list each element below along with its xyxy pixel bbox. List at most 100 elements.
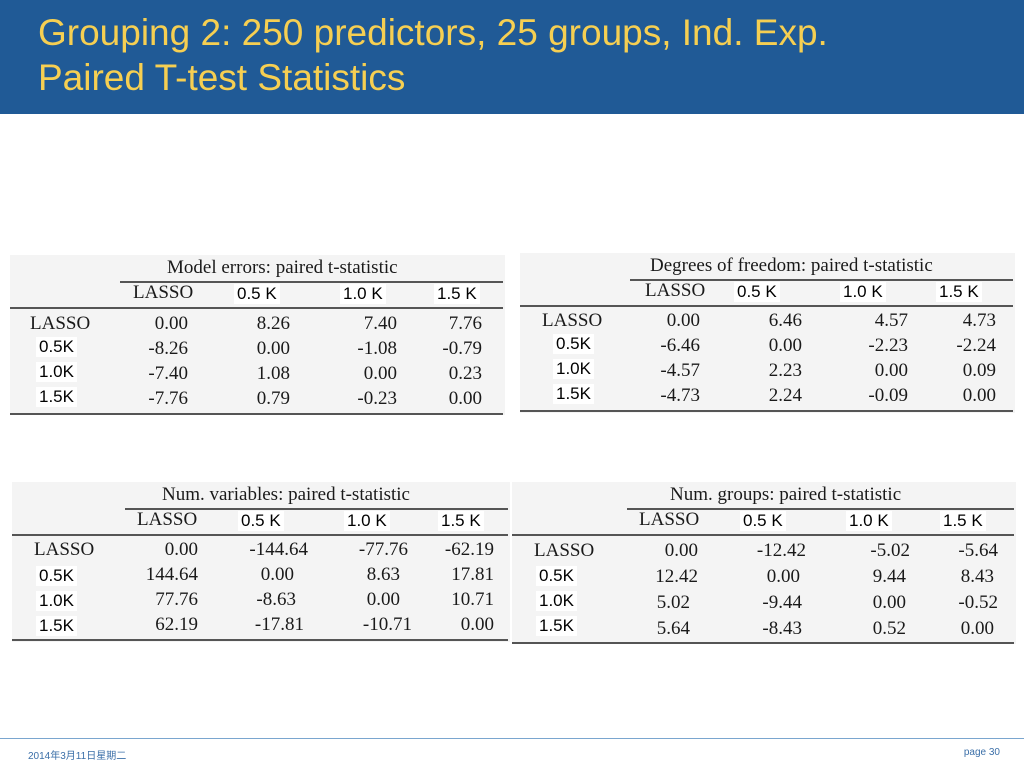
table-rule [512,534,1014,536]
table-rule [12,639,508,641]
table-rule [125,508,508,510]
table-num-variables: Num. variables: paired t-statistic LASSO… [12,482,510,642]
slide-title-line1: Grouping 2: 250 predictors, 25 groups, I… [38,12,828,53]
table-cell: 0.00 [664,540,698,561]
table-cell: 2.24 [768,385,802,406]
table-cell: 8.26 [256,313,290,334]
table-cell: 0.00 [256,338,290,359]
row-header-lasso: LASSO [34,539,95,560]
table-cell: 77.76 [155,589,198,610]
table-rule [10,413,503,415]
table-cell: 0.79 [256,388,290,409]
row-overlay-label: 1.5K [536,616,577,636]
table-degrees-of-freedom: Degrees of freedom: paired t-statistic L… [520,253,1015,413]
table-cell: -8.43 [762,618,802,639]
column-overlay-label: 1.0 K [340,284,386,304]
table-cell: 1.08 [256,363,290,384]
table-cell: -77.76 [358,539,408,560]
table-cell: 62.19 [155,614,198,635]
row-overlay-label: 1.0K [36,591,77,611]
table-cell: 0.00 [962,385,996,406]
table-cell: 2.23 [768,360,802,381]
table-title: Degrees of freedom: paired t-statistic [650,255,933,276]
slide-title: Grouping 2: 250 predictors, 25 groups, I… [38,10,828,100]
column-overlay-label: 1.5 K [936,282,982,302]
row-overlay-label: 0.5K [536,566,577,586]
table-cell: -144.64 [249,539,308,560]
table-rule [512,642,1014,644]
row-overlay-label: 0.5K [36,337,77,357]
column-overlay-label: 1.5 K [438,511,484,531]
column-header-lasso: LASSO [645,280,706,301]
table-cell: 0.00 [366,589,400,610]
table-cell: 8.43 [960,566,994,587]
table-num-groups: Num. groups: paired t-statistic LASSO LA… [512,482,1016,644]
row-overlay-label: 1.5K [36,616,77,636]
table-cell: -0.79 [442,338,482,359]
table-cell: -5.02 [870,540,910,561]
table-title: Num. variables: paired t-statistic [162,484,410,505]
table-cell: 7.76 [448,313,482,334]
table-cell: -0.52 [958,592,998,613]
table-cell: -1.08 [357,338,397,359]
table-cell: 0.23 [448,363,482,384]
table-rule [627,508,1014,510]
column-overlay-label: 0.5 K [238,511,284,531]
table-cell: 4.73 [962,310,996,331]
column-header-lasso: LASSO [137,509,198,530]
row-header-lasso: LASSO [542,310,603,331]
row-overlay-label: 1.0K [536,591,577,611]
table-cell: 5.02 [656,592,690,613]
table-cell: -8.26 [148,338,188,359]
table-cell: -12.42 [756,540,806,561]
slide-header: Grouping 2: 250 predictors, 25 groups, I… [0,0,1024,114]
table-cell: -7.76 [148,388,188,409]
table-cell: 9.44 [872,566,906,587]
table-cell: 0.00 [872,592,906,613]
table-model-errors: Model errors: paired t-statistic LASSO L… [10,255,505,415]
table-cell: 0.00 [960,618,994,639]
footer-divider [0,738,1024,739]
table-rule [520,305,1013,307]
table-cell: 0.00 [666,310,700,331]
row-overlay-label: 1.0K [36,362,77,382]
column-header-lasso: LASSO [639,509,700,530]
table-cell: 0.00 [766,566,800,587]
table-cell: 12.42 [655,566,698,587]
row-overlay-label: 1.0K [553,359,594,379]
table-title: Num. groups: paired t-statistic [670,484,902,505]
table-cell: -2.24 [956,335,996,356]
footer-date: 2014年3月11日星期二 [28,751,127,762]
table-rule [120,281,503,283]
table-cell: 17.81 [451,564,494,585]
table-cell: 10.71 [451,589,494,610]
row-overlay-label: 1.5K [553,384,594,404]
table-cell: 144.64 [145,564,198,585]
table-cell: -0.09 [868,385,908,406]
table-cell: -8.63 [256,589,296,610]
column-overlay-label: 1.5 K [940,511,986,531]
table-cell: -10.71 [362,614,412,635]
table-cell: -4.57 [660,360,700,381]
column-overlay-label: 1.0 K [344,511,390,531]
table-cell: 0.00 [363,363,397,384]
table-cell: -6.46 [660,335,700,356]
table-cell: 0.09 [962,360,996,381]
row-overlay-label: 0.5K [36,566,77,586]
column-overlay-label: 1.0 K [840,282,886,302]
column-overlay-label: 1.5 K [434,284,480,304]
slide-title-line2: Paired T-test Statistics [38,57,406,98]
table-cell: 4.57 [874,310,908,331]
table-cell: 6.46 [768,310,802,331]
table-cell: 0.00 [460,614,494,635]
column-overlay-label: 0.5 K [740,511,786,531]
table-cell: -4.73 [660,385,700,406]
row-header-lasso: LASSO [30,313,91,334]
table-cell: -5.64 [958,540,998,561]
table-cell: 7.40 [363,313,397,334]
table-cell: -17.81 [254,614,304,635]
table-rule [10,307,503,309]
table-cell: 0.00 [448,388,482,409]
table-cell: 0.00 [260,564,294,585]
table-cell: 5.64 [656,618,690,639]
